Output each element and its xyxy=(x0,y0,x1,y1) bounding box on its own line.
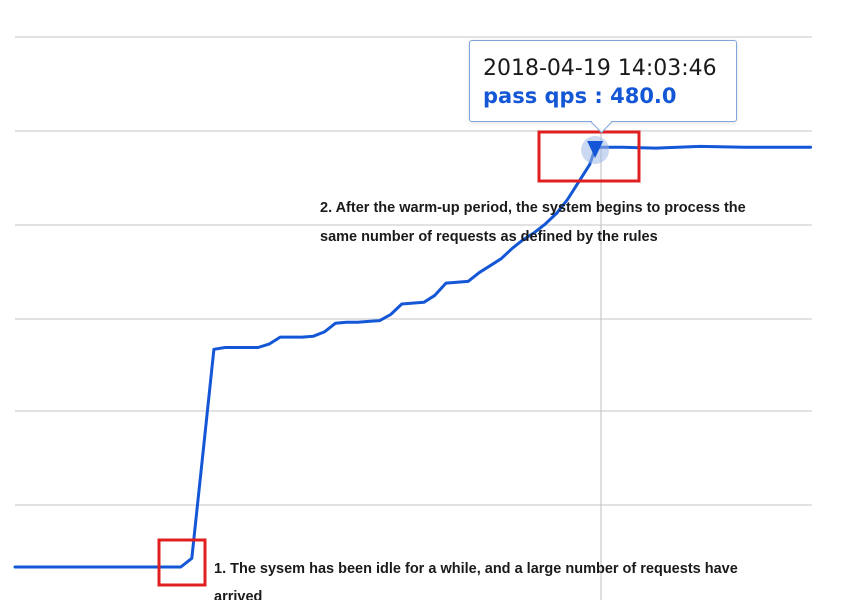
annotation-2-line-1: 2. After the warm-up period, the system … xyxy=(320,200,746,216)
tooltip-value: pass qps : 480.0 xyxy=(483,84,677,108)
tooltip-timestamp: 2018-04-19 14:03:46 xyxy=(483,56,717,81)
highlight-box-idle-burst xyxy=(157,538,207,587)
annotation-1-line-2: arrived xyxy=(214,589,262,600)
gridlines xyxy=(15,36,812,506)
tooltip: 2018-04-19 14:03:46 pass qps : 480.0 xyxy=(469,40,737,134)
annotation-2-line-2: same number of requests as defined by th… xyxy=(320,229,658,245)
hover-point-marker[interactable] xyxy=(587,141,604,158)
highlight-box-warmup-end xyxy=(537,130,641,183)
annotation-1-line-1: 1. The sysem has been idle for a while, … xyxy=(214,561,738,577)
